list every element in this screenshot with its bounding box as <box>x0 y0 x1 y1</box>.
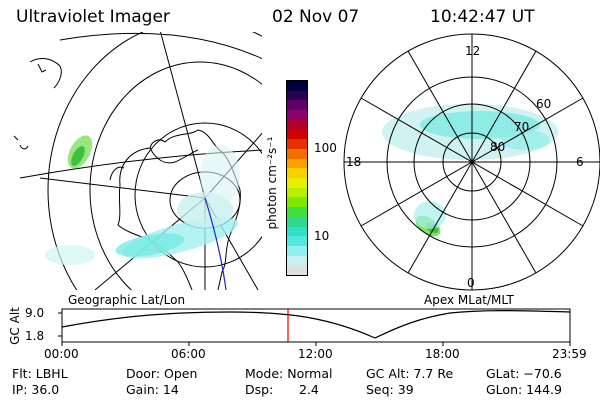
door-info: Door: Open <box>126 366 198 381</box>
dsp-label: Dsp: <box>245 382 274 397</box>
colorbar-segment <box>287 168 307 179</box>
colorbar <box>286 80 308 276</box>
x-tick-2359: 23:59 <box>552 347 587 361</box>
lat-label-80: 80 <box>490 140 506 154</box>
colorbar-segment <box>287 197 307 208</box>
mode-info: Mode: Normal <box>245 366 333 381</box>
mlt-label-0: 0 <box>467 276 475 290</box>
colorbar-segment <box>287 100 307 111</box>
colorbar-unit-label: photon cm⁻²s⁻¹ <box>265 136 279 230</box>
colorbar-segment <box>287 245 307 257</box>
y-tick-9: 9.0 <box>25 306 45 320</box>
glon-info: GLon: 144.9 <box>486 382 562 397</box>
geographic-label: Geographic Lat/Lon <box>68 293 186 307</box>
y-tick-1.8: 1.8 <box>25 329 45 343</box>
lat-label-60: 60 <box>536 97 552 111</box>
colorbar-segment <box>287 207 307 218</box>
colorbar-segment <box>287 178 307 189</box>
colorbar-tick-100: 100 <box>314 141 337 155</box>
polar-map <box>343 33 600 291</box>
date-label: 02 Nov 07 <box>272 7 360 27</box>
colorbar-segment <box>287 187 307 198</box>
colorbar-segment <box>287 90 307 101</box>
colorbar-segment <box>287 236 307 247</box>
gc-alt-axis-label: GC Alt <box>8 307 22 345</box>
lat-label-70: 70 <box>514 120 530 134</box>
apex-label: Apex MLat/MLT <box>424 293 514 307</box>
x-tick-0600: 06:00 <box>171 347 206 361</box>
mlt-label-12: 12 <box>465 44 481 58</box>
colorbar-segment <box>287 226 307 237</box>
seq-info: Seq: 39 <box>366 382 414 397</box>
colorbar-segment <box>287 139 307 150</box>
instrument-title: Ultraviolet Imager <box>16 7 170 27</box>
mlt-label-6: 6 <box>576 155 584 169</box>
colorbar-segment <box>287 255 307 266</box>
gc-altitude-plot <box>58 308 571 346</box>
colorbar-segment <box>287 119 307 130</box>
x-tick-1200: 12:00 <box>298 347 333 361</box>
glat-info: GLat: −70.6 <box>486 366 562 381</box>
colorbar-segment <box>287 265 307 275</box>
geographic-map <box>13 32 262 290</box>
colorbar-segment <box>287 81 307 92</box>
x-tick-1800: 18:00 <box>425 347 460 361</box>
colorbar-segment <box>287 129 307 140</box>
gain-info: Gain: 14 <box>126 382 179 397</box>
colorbar-segment <box>287 148 307 160</box>
colorbar-segment <box>287 158 307 169</box>
time-label: 10:42:47 UT <box>430 7 535 27</box>
filter-info: Flt: LBHL <box>12 366 68 381</box>
x-tick-0000: 00:00 <box>44 347 79 361</box>
colorbar-segment <box>287 110 307 121</box>
dsp-value: 2.4 <box>299 382 319 397</box>
colorbar-tick-10: 10 <box>314 229 330 243</box>
colorbar-segment <box>287 216 307 227</box>
ip-info: IP: 36.0 <box>12 382 60 397</box>
gc-alt-info: GC Alt: 7.7 Re <box>366 366 454 381</box>
mlt-label-18: 18 <box>346 155 362 169</box>
